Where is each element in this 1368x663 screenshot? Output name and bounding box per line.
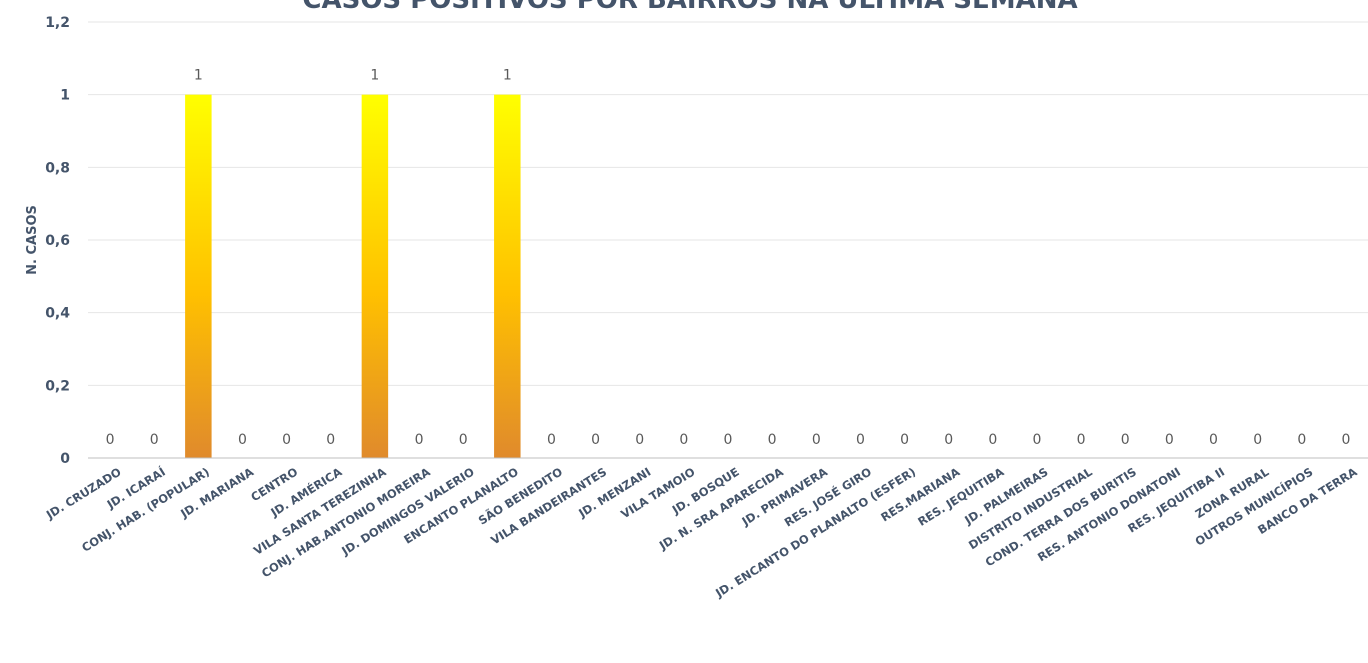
data-label: 0 [724, 432, 733, 448]
bars [185, 94, 521, 459]
y-tick-label: 0,8 [45, 160, 70, 176]
y-tick-label: 0,2 [45, 378, 70, 394]
y-tick-label: 1 [60, 88, 70, 104]
data-label: 0 [591, 432, 600, 448]
data-label: 0 [238, 432, 247, 448]
data-label: 0 [900, 432, 909, 448]
y-tick-label: 1,2 [45, 15, 70, 31]
bar [185, 94, 212, 459]
data-label: 0 [1297, 432, 1306, 448]
data-label: 0 [415, 432, 424, 448]
data-label: 0 [106, 432, 115, 448]
data-label: 0 [326, 432, 335, 448]
data-label: 0 [635, 432, 644, 448]
data-label: 1 [370, 68, 379, 84]
data-label: 1 [503, 68, 512, 84]
data-label: 0 [1165, 432, 1174, 448]
x-tick-label: VILA TAMOIO [618, 465, 697, 522]
data-label: 1 [194, 68, 203, 84]
data-label: 0 [1121, 432, 1130, 448]
y-tick-label: 0 [60, 451, 70, 467]
data-label: 0 [282, 432, 291, 448]
data-label: 0 [1209, 432, 1218, 448]
data-label: 0 [812, 432, 821, 448]
data-label: 0 [768, 432, 777, 448]
data-label: 0 [1033, 432, 1042, 448]
data-label: 0 [150, 432, 159, 448]
data-label: 0 [988, 432, 997, 448]
data-label: 0 [679, 432, 688, 448]
data-label: 0 [1341, 432, 1350, 448]
data-label: 0 [1077, 432, 1086, 448]
data-label: 0 [1253, 432, 1262, 448]
data-label: 0 [856, 432, 865, 448]
data-label: 0 [459, 432, 468, 448]
y-axis-label: N. CASOS [25, 205, 40, 275]
y-tick-label: 0,4 [45, 306, 70, 322]
chart-title: CASOS POSITIVOS POR BAIRROS NA ÚLTIMA SE… [302, 0, 1077, 15]
gridlines [88, 21, 1368, 386]
y-axis-ticks: 0 0,2 0,4 0,6 0,8 1 1,2 [45, 15, 70, 467]
data-labels: 0 0 1 0 0 0 1 0 0 1 0 0 0 0 0 0 0 0 0 0 0 0 0 0 0 0 0 0 0 [106, 68, 1351, 448]
bar [494, 94, 521, 459]
y-tick-label: 0,6 [45, 233, 70, 249]
bar [361, 94, 389, 459]
data-label: 0 [944, 432, 953, 448]
x-tick-label: JD. CRUZADO [43, 465, 124, 523]
x-tick-label: JD. MARIANA [177, 465, 256, 521]
data-label: 0 [547, 432, 556, 448]
